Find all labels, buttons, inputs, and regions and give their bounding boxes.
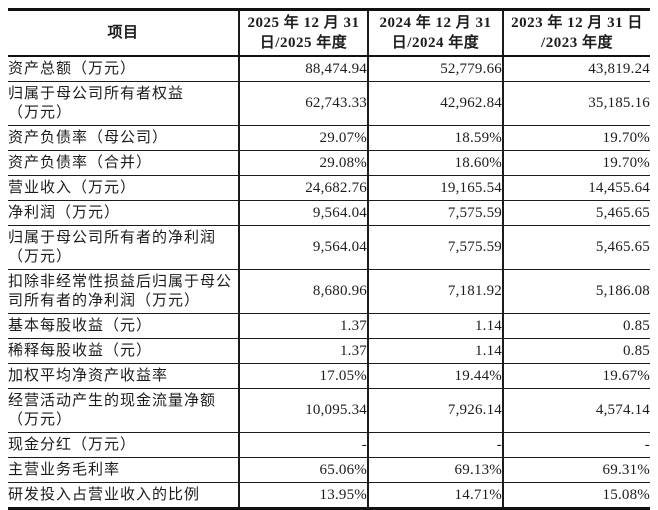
table-row-cash-dividend: 现金分红（万元） - - - xyxy=(8,432,650,458)
value-2025: 62,743.33 xyxy=(238,81,368,126)
value-2025: 88,474.94 xyxy=(238,55,368,82)
value-2023: 0.85 xyxy=(502,313,650,339)
financial-summary-table: 项目 2025 年 12 月 31 日/2025 年度 2024 年 12 月 … xyxy=(8,8,650,510)
value-2023: 19.70% xyxy=(502,125,650,151)
table-row-operating-revenue: 营业收入（万元） 24,682.76 19,165.54 14,455.64 xyxy=(8,175,650,201)
table-row-weighted-avg-roe: 加权平均净资产收益率 17.05% 19.44% 19.67% xyxy=(8,363,650,389)
value-2023: 14,455.64 xyxy=(502,175,650,201)
table-row-debt-ratio-consolidated: 资产负债率（合并） 29.08% 18.60% 19.70% xyxy=(8,150,650,176)
value-2024: 52,779.66 xyxy=(367,55,503,82)
value-2024: 18.60% xyxy=(367,150,503,176)
row-label: 营业收入（万元） xyxy=(8,175,239,201)
row-label: 归属于母公司所有者的净利润 （万元） xyxy=(8,225,239,270)
table-row-net-profit-excl-nonrecurring: 扣除非经常性损益后归属于母公 司所有者的净利润（万元） 8,680.96 7,1… xyxy=(8,269,650,314)
value-2025: 9,564.04 xyxy=(238,225,368,270)
table-row-net-profit-to-parent: 归属于母公司所有者的净利润 （万元） 9,564.04 7,575.59 5,4… xyxy=(8,225,650,270)
value-2024: 7,575.59 xyxy=(367,225,503,270)
row-label: 资产总额（万元） xyxy=(8,55,239,82)
value-2025: 8,680.96 xyxy=(238,269,368,314)
value-2024: 7,181.92 xyxy=(367,269,503,314)
value-2025: 10,095.34 xyxy=(238,388,368,433)
table-row-diluted-eps: 稀释每股收益（元） 1.37 1.14 0.85 xyxy=(8,338,650,364)
value-2023: 43,819.24 xyxy=(502,55,650,82)
value-2025: 29.07% xyxy=(238,125,368,151)
row-label: 归属于母公司所有者权益 （万元） xyxy=(8,81,239,126)
value-2024: 42,962.84 xyxy=(367,81,503,126)
value-2024: 1.14 xyxy=(367,313,503,339)
value-2023: 19.70% xyxy=(502,150,650,176)
value-2023: 5,465.65 xyxy=(502,225,650,270)
table-row-rd-expense-ratio: 研发投入占营业收入的比例 13.95% 14.71% 15.08% xyxy=(8,482,650,510)
row-label: 扣除非经常性损益后归属于母公 司所有者的净利润（万元） xyxy=(8,269,239,314)
value-2025: 9,564.04 xyxy=(238,200,368,226)
table-row-operating-cash-flow: 经营活动产生的现金流量净额 （万元） 10,095.34 7,926.14 4,… xyxy=(8,388,650,433)
column-header-2025: 2025 年 12 月 31 日/2025 年度 xyxy=(238,8,368,57)
value-2023: 15.08% xyxy=(502,482,650,510)
column-header-item: 项目 xyxy=(8,8,239,57)
table-row-total-assets: 资产总额（万元） 88,474.94 52,779.66 43,819.24 xyxy=(8,55,650,82)
value-2023: - xyxy=(502,432,650,458)
value-2024: 19.44% xyxy=(367,363,503,389)
value-2025: 1.37 xyxy=(238,313,368,339)
column-header-2023: 2023 年 12 月 31 日 /2023 年度 xyxy=(502,8,650,57)
table-row-net-profit: 净利润（万元） 9,564.04 7,575.59 5,465.65 xyxy=(8,200,650,226)
row-label: 经营活动产生的现金流量净额 （万元） xyxy=(8,388,239,433)
value-2025: 24,682.76 xyxy=(238,175,368,201)
row-label: 稀释每股收益（元） xyxy=(8,338,239,364)
row-label: 资产负债率（母公司） xyxy=(8,125,239,151)
value-2025: 17.05% xyxy=(238,363,368,389)
value-2025: 29.08% xyxy=(238,150,368,176)
row-label: 研发投入占营业收入的比例 xyxy=(8,482,239,510)
value-2024: - xyxy=(367,432,503,458)
column-header-2024: 2024 年 12 月 31 日/2024 年度 xyxy=(367,8,503,57)
value-2024: 7,575.59 xyxy=(367,200,503,226)
row-label: 基本每股收益（元） xyxy=(8,313,239,339)
value-2023: 0.85 xyxy=(502,338,650,364)
value-2025: - xyxy=(238,432,368,458)
value-2024: 7,926.14 xyxy=(367,388,503,433)
row-label: 资产负债率（合并） xyxy=(8,150,239,176)
value-2023: 5,465.65 xyxy=(502,200,650,226)
value-2023: 5,186.08 xyxy=(502,269,650,314)
table-row-debt-ratio-parent: 资产负债率（母公司） 29.07% 18.59% 19.70% xyxy=(8,125,650,151)
row-label: 加权平均净资产收益率 xyxy=(8,363,239,389)
table-row-parent-equity: 归属于母公司所有者权益 （万元） 62,743.33 42,962.84 35,… xyxy=(8,81,650,126)
value-2024: 14.71% xyxy=(367,482,503,510)
value-2023: 19.67% xyxy=(502,363,650,389)
value-2023: 4,574.14 xyxy=(502,388,650,433)
value-2025: 1.37 xyxy=(238,338,368,364)
value-2024: 19,165.54 xyxy=(367,175,503,201)
value-2023: 35,185.16 xyxy=(502,81,650,126)
row-label: 现金分红（万元） xyxy=(8,432,239,458)
value-2025: 13.95% xyxy=(238,482,368,510)
table-row-basic-eps: 基本每股收益（元） 1.37 1.14 0.85 xyxy=(8,313,650,339)
value-2024: 1.14 xyxy=(367,338,503,364)
row-label: 净利润（万元） xyxy=(8,200,239,226)
value-2024: 18.59% xyxy=(367,125,503,151)
table-header-row: 项目 2025 年 12 月 31 日/2025 年度 2024 年 12 月 … xyxy=(8,8,650,57)
